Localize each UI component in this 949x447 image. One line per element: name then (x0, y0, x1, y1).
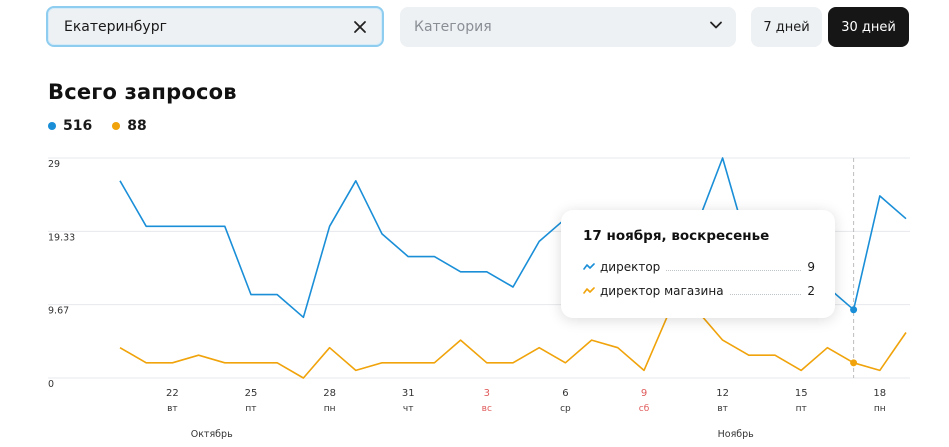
x-tick-day: 6 (562, 388, 568, 399)
y-tick-label: 9.67 (48, 306, 69, 317)
hover-point-0 (850, 306, 858, 314)
y-tick-label: 29 (48, 159, 60, 170)
category-select[interactable]: Категория (400, 7, 736, 47)
x-tick-weekday: чт (403, 404, 414, 414)
tooltip-row-leader (729, 293, 801, 295)
tooltip-title: 17 ноября, воскресенье (583, 228, 770, 244)
tooltip-row: директор 9 (583, 255, 815, 279)
hover-point-1 (850, 359, 858, 367)
legend-dot-blue (48, 122, 56, 130)
x-tick-day: 12 (716, 388, 729, 399)
legend-item-orange[interactable]: 88 (112, 118, 147, 134)
x-tick-day: 25 (245, 388, 258, 399)
x-tick-weekday: пн (874, 404, 886, 414)
city-input-value[interactable]: Екатеринбург (64, 18, 167, 35)
x-tick-day: 31 (402, 388, 415, 399)
tooltip-row-label: директор (600, 260, 661, 274)
x-tick-weekday: сб (639, 404, 650, 414)
y-tick-label: 0 (48, 379, 54, 390)
x-tick-day: 3 (484, 388, 490, 399)
period-7-days-button[interactable]: 7 дней (751, 7, 822, 47)
tooltip-row-leader (666, 269, 801, 271)
series-line-1 (119, 308, 907, 379)
x-tick-weekday: пт (245, 404, 256, 414)
x-tick-weekday: вт (167, 404, 178, 414)
legend-dot-orange (112, 122, 121, 130)
x-tick-day: 15 (795, 388, 808, 399)
legend-item-blue[interactable]: 516 (48, 118, 92, 134)
x-tick-day: 9 (641, 388, 647, 399)
legend-value-blue: 516 (63, 118, 93, 134)
tooltip-row-value: 9 (807, 260, 815, 274)
x-tick-day: 18 (873, 388, 886, 399)
legend-value-orange: 88 (127, 118, 147, 134)
x-tick-day: 28 (323, 388, 336, 399)
y-tick-label: 19.33 (48, 232, 75, 243)
x-month-label: Октябрь (191, 429, 233, 440)
x-tick-weekday: ср (560, 404, 571, 414)
chart-legend: 516 88 (48, 118, 147, 134)
x-month-label: Ноябрь (718, 429, 755, 440)
line-series-icon (583, 287, 595, 294)
x-tick-day: 22 (166, 388, 179, 399)
x-tick-weekday: пн (324, 404, 336, 414)
period-30-days-button[interactable]: 30 дней (828, 7, 909, 47)
category-placeholder: Категория (414, 19, 492, 35)
page-title: Всего запросов (48, 80, 237, 104)
tooltip-row-label: директор магазина (600, 284, 724, 298)
close-icon[interactable] (352, 19, 368, 35)
chart-tooltip: 17 ноября, воскресенье директор 9 директ… (561, 210, 835, 318)
x-tick-weekday: вс (482, 404, 492, 414)
tooltip-row-value: 2 (807, 284, 815, 298)
x-tick-weekday: вт (717, 404, 728, 414)
chevron-down-icon (708, 17, 724, 37)
line-series-icon (583, 263, 595, 270)
tooltip-row: директор магазина 2 (583, 279, 815, 303)
city-search-input[interactable]: Екатеринбург (46, 6, 384, 47)
x-tick-weekday: пт (796, 404, 807, 414)
